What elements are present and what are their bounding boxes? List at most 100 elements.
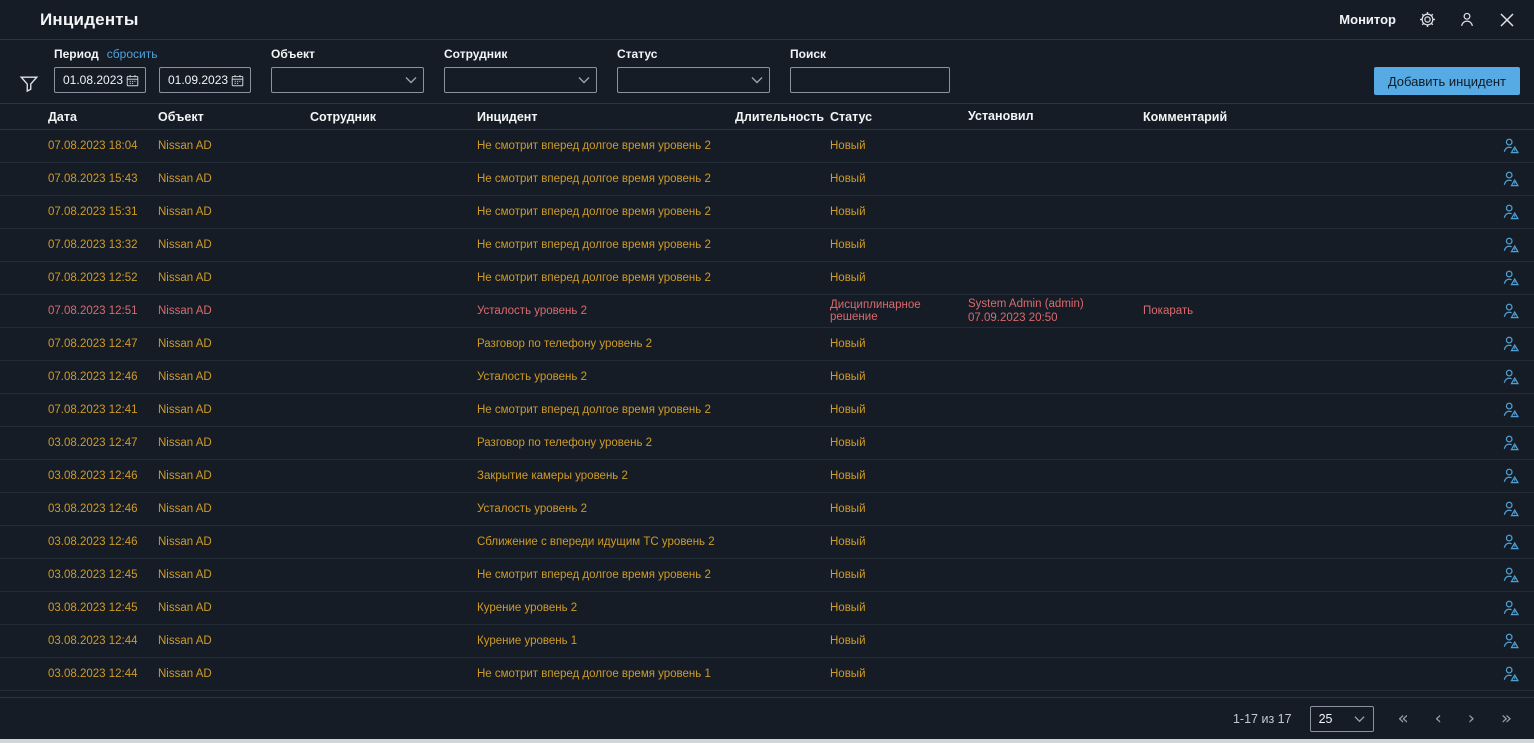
close-icon[interactable] (1498, 11, 1516, 29)
cell-status: Новый (830, 272, 866, 284)
assign-employee-icon[interactable] (1502, 203, 1520, 221)
pagination-nav: « ‹ › » (1397, 707, 1512, 729)
table-body: 07.08.2023 18:04 Nissan AD Не смотрит вп… (0, 130, 1534, 697)
cell-status: Новый (830, 206, 866, 218)
assign-employee-icon[interactable] (1502, 599, 1520, 617)
incident-row[interactable]: 03.08.2023 12:46 Nissan AD Сближение с в… (0, 526, 1534, 559)
date-from-input[interactable]: 01.08.2023 (54, 67, 146, 93)
cell-actions (1490, 368, 1520, 386)
incident-row[interactable]: 07.08.2023 12:46 Nissan AD Усталость уро… (0, 361, 1534, 394)
incident-row[interactable]: 03.08.2023 12:47 Nissan AD Разговор по т… (0, 427, 1534, 460)
calendar-icon[interactable] (231, 74, 244, 87)
assign-employee-icon[interactable] (1502, 401, 1520, 419)
incident-row[interactable]: 07.08.2023 13:32 Nissan AD Не смотрит вп… (0, 229, 1534, 262)
incident-row[interactable]: 07.08.2023 12:41 Nissan AD Не смотрит вп… (0, 394, 1534, 427)
first-page-button[interactable]: « (1397, 707, 1409, 729)
date-to-value: 01.09.2023 (168, 73, 229, 87)
prev-page-button[interactable]: ‹ (1434, 707, 1442, 729)
cell-actions (1490, 302, 1520, 320)
cell-actions (1490, 665, 1520, 683)
cell-actions (1490, 335, 1520, 353)
period-reset-link[interactable]: сбросить (106, 47, 158, 61)
cell-incident: Сближение с впереди идущим ТС уровень 2 (477, 536, 715, 548)
filter-funnel-icon[interactable] (18, 73, 42, 100)
assign-employee-icon[interactable] (1502, 632, 1520, 650)
cell-date: 03.08.2023 12:47 (48, 437, 138, 449)
object-select[interactable] (271, 67, 424, 93)
col-header-duration: Длительность (735, 109, 825, 124)
assign-employee-icon[interactable] (1502, 665, 1520, 683)
employee-label: Сотрудник (444, 47, 508, 61)
cell-incident: Не смотрит вперед долгое время уровень 2 (477, 569, 711, 581)
search-input[interactable] (799, 73, 943, 87)
chevron-down-icon (578, 76, 590, 84)
incident-row[interactable]: 07.08.2023 12:47 Nissan AD Разговор по т… (0, 328, 1534, 361)
assign-employee-icon[interactable] (1502, 170, 1520, 188)
cell-status: Новый (830, 668, 866, 680)
assign-employee-icon[interactable] (1502, 500, 1520, 518)
col-header-incident: Инцидент (477, 109, 538, 124)
settings-gear-icon[interactable] (1418, 11, 1436, 29)
assign-employee-icon[interactable] (1502, 368, 1520, 386)
cell-object: Nissan AD (158, 602, 212, 614)
add-incident-button[interactable]: Добавить инцидент (1373, 67, 1520, 95)
incident-row[interactable]: 07.08.2023 15:43 Nissan AD Не смотрит вп… (0, 163, 1534, 196)
filter-employee: Сотрудник (444, 47, 597, 93)
search-label: Поиск (790, 47, 827, 61)
cell-object: Nissan AD (158, 668, 212, 680)
cell-status: Новый (830, 536, 866, 548)
incident-row[interactable]: 07.08.2023 18:04 Nissan AD Не смотрит вп… (0, 130, 1534, 163)
cell-status: Новый (830, 239, 866, 251)
cell-object: Nissan AD (158, 206, 212, 218)
assign-employee-icon[interactable] (1502, 302, 1520, 320)
incidents-table: Дата Объект Сотрудник Инцидент Длительно… (0, 104, 1534, 697)
assign-employee-icon[interactable] (1502, 467, 1520, 485)
user-profile-icon[interactable] (1458, 11, 1476, 29)
cell-actions (1490, 236, 1520, 254)
employee-select[interactable] (444, 67, 597, 93)
incident-row[interactable]: 03.08.2023 12:46 Nissan AD Закрытие каме… (0, 460, 1534, 493)
calendar-icon[interactable] (126, 74, 139, 87)
cell-actions (1490, 434, 1520, 452)
cell-date: 07.08.2023 13:32 (48, 239, 138, 251)
monitor-nav-link[interactable]: Монитор (1339, 12, 1396, 27)
page-size-select[interactable]: 25 (1309, 705, 1374, 732)
cell-date: 03.08.2023 12:46 (48, 470, 138, 482)
incident-row[interactable]: 03.08.2023 12:44 Nissan AD Курение урове… (0, 625, 1534, 658)
next-page-button[interactable]: › (1467, 707, 1475, 729)
cell-incident: Усталость уровень 2 (477, 305, 587, 317)
cell-incident: Не смотрит вперед долгое время уровень 2 (477, 140, 711, 152)
cell-incident: Разговор по телефону уровень 2 (477, 338, 653, 350)
cell-incident: Не смотрит вперед долгое время уровень 2 (477, 206, 711, 218)
assign-employee-icon[interactable] (1502, 533, 1520, 551)
cell-actions (1490, 137, 1520, 155)
assign-employee-icon[interactable] (1502, 566, 1520, 584)
cell-object: Nissan AD (158, 239, 212, 251)
assign-employee-icon[interactable] (1502, 236, 1520, 254)
assign-employee-icon[interactable] (1502, 335, 1520, 353)
incident-row[interactable]: 03.08.2023 12:45 Nissan AD Курение урове… (0, 592, 1534, 625)
incident-row[interactable]: 03.08.2023 12:44 Nissan AD Не смотрит вп… (0, 658, 1534, 691)
assign-employee-icon[interactable] (1502, 137, 1520, 155)
cell-actions (1490, 467, 1520, 485)
date-to-input[interactable]: 01.09.2023 (159, 67, 251, 93)
cell-date: 03.08.2023 12:44 (48, 668, 138, 680)
status-select[interactable] (617, 67, 770, 93)
incident-row[interactable]: 03.08.2023 12:45 Nissan AD Не смотрит вп… (0, 559, 1534, 592)
assign-employee-icon[interactable] (1502, 434, 1520, 452)
incident-row[interactable]: 07.08.2023 12:52 Nissan AD Не смотрит вп… (0, 262, 1534, 295)
pagination-range: 1-17 из 17 (1232, 711, 1292, 726)
assign-employee-icon[interactable] (1502, 269, 1520, 287)
cell-setby: System Admin (admin) 07.09.2023 20:50 (968, 297, 1143, 326)
incident-row[interactable]: 07.08.2023 12:51 Nissan AD Усталость уро… (0, 295, 1534, 328)
incident-row[interactable]: 07.08.2023 15:31 Nissan AD Не смотрит вп… (0, 196, 1534, 229)
cell-status: Новый (830, 338, 866, 350)
cell-status: Новый (830, 173, 866, 185)
cell-object: Nissan AD (158, 371, 212, 383)
cell-incident: Не смотрит вперед долгое время уровень 2 (477, 272, 711, 284)
incident-row[interactable]: 03.08.2023 12:46 Nissan AD Усталость уро… (0, 493, 1534, 526)
chevron-down-icon (1354, 715, 1365, 723)
last-page-button[interactable]: » (1500, 707, 1512, 729)
cell-object: Nissan AD (158, 272, 212, 284)
cell-incident: Не смотрит вперед долгое время уровень 1 (477, 668, 711, 680)
